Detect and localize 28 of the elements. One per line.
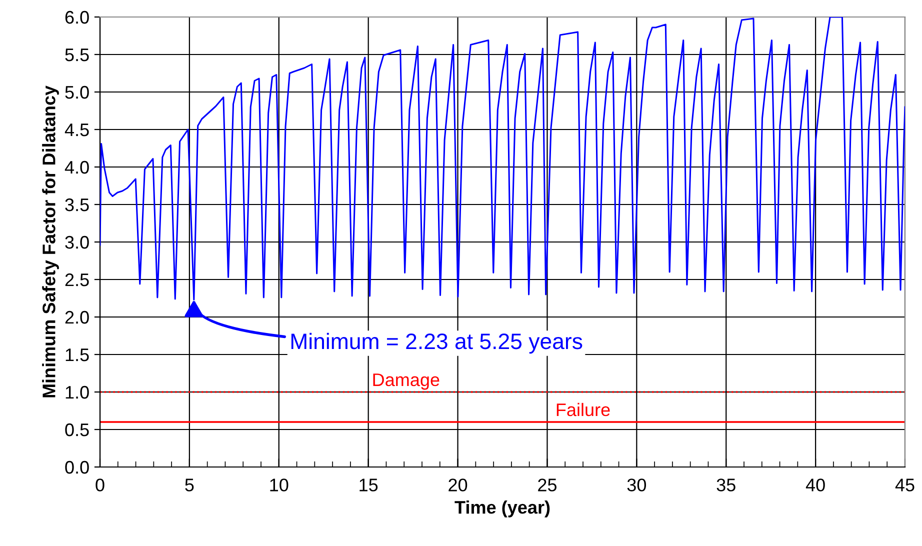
x-tick-label: 15 (360, 478, 378, 492)
y-tick-label: 5.5 (65, 48, 89, 62)
y-tick-label: 2.0 (65, 310, 89, 324)
x-tick-label: 30 (627, 478, 646, 492)
y-tick-label: 2.5 (65, 273, 89, 286)
x-axis-title: Time (year) (454, 500, 550, 518)
x-tick-label: 0 (96, 478, 104, 492)
y-tick-label: 4.5 (64, 124, 89, 136)
annotation: Minimum = 2.23 at 5.25 years (291, 332, 582, 354)
y-tick-label: 1.5 (66, 348, 89, 362)
x-tick-label: 35 (716, 478, 736, 492)
x-tick-label: 10 (270, 478, 288, 492)
ref-line-label: Failure (556, 402, 610, 416)
x-tick-label: 5 (185, 478, 194, 492)
y-tick-label: 3.5 (65, 198, 89, 212)
y-tick-label: 3.0 (65, 236, 89, 249)
y-tick-label: 5.0 (65, 86, 89, 99)
y-tick-label: 0.0 (65, 460, 89, 474)
ref-line-label: Damage (373, 374, 440, 390)
x-tick-label: 40 (806, 478, 825, 492)
y-tick-label: 6.0 (65, 10, 89, 24)
x-tick-label: 20 (448, 478, 468, 492)
y-axis-title: Minimum Safety Factor for Dilatancy (42, 86, 59, 398)
x-tick-label: 45 (895, 478, 914, 492)
y-tick-label: 1.0 (66, 386, 89, 399)
y-tick-label: 4.0 (64, 160, 89, 174)
y-tick-label: 0.5 (65, 423, 89, 436)
x-tick-label: 25 (538, 478, 557, 492)
